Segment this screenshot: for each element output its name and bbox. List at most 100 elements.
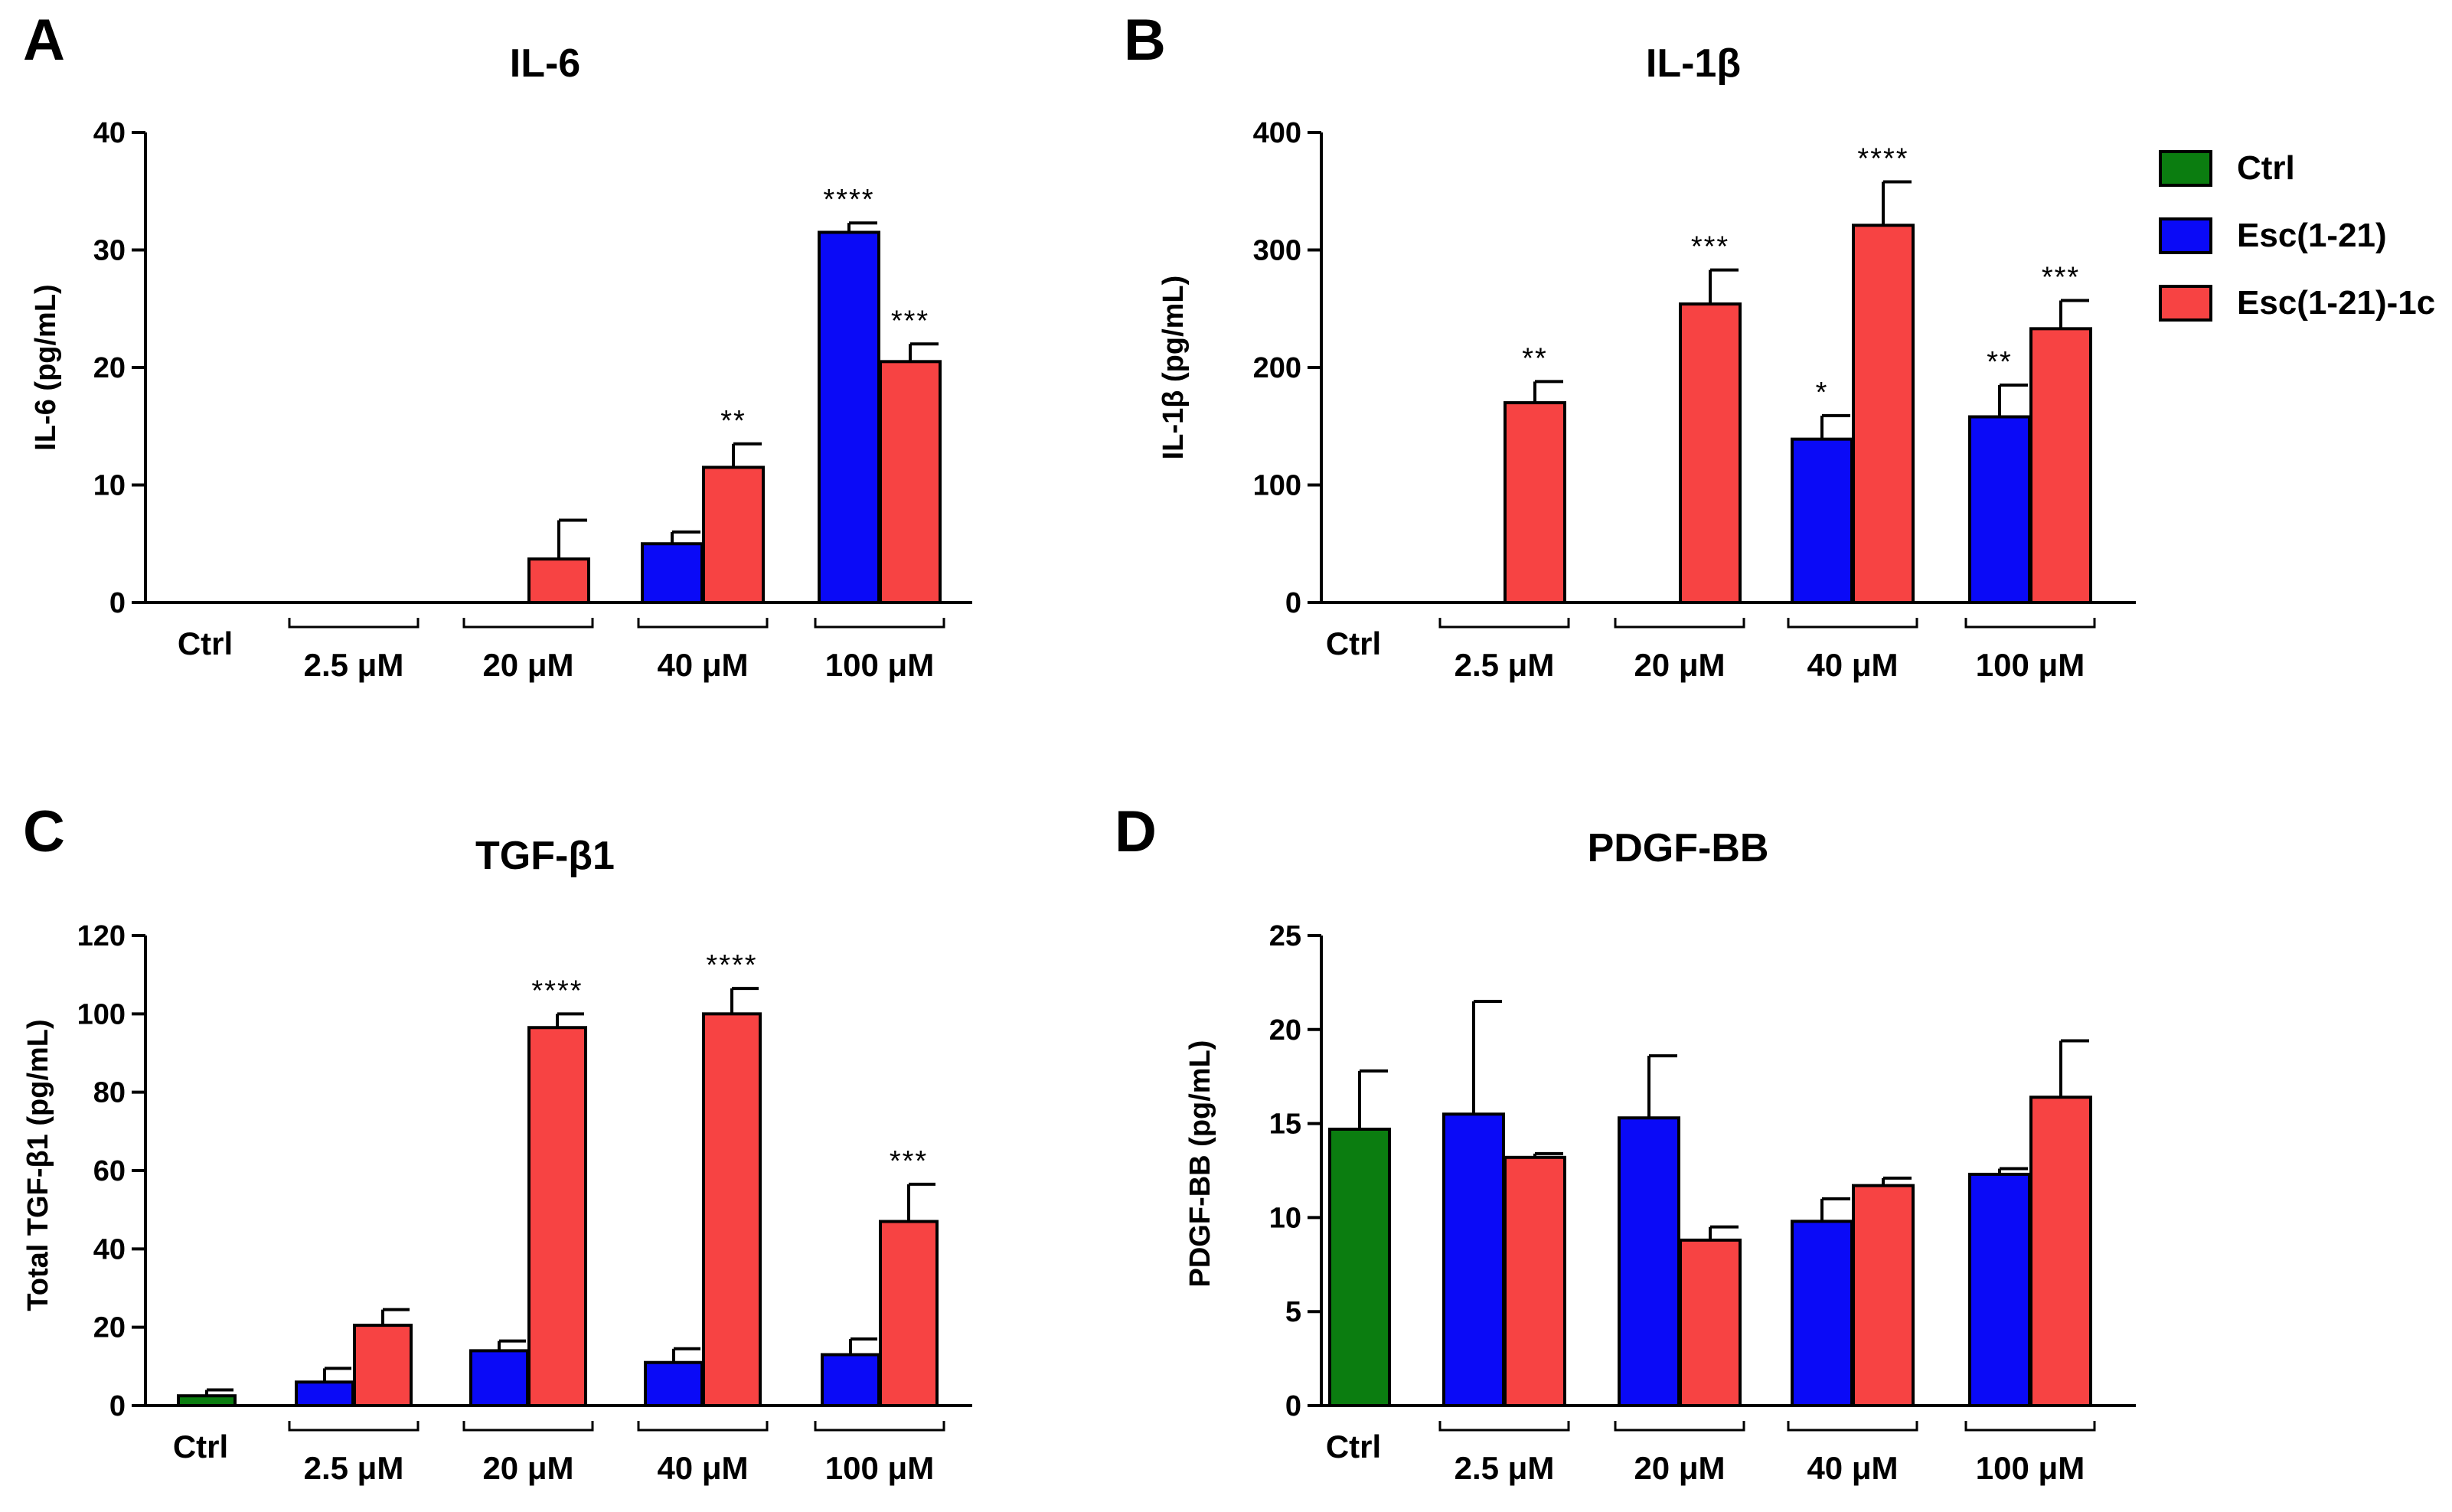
category-label: Ctrl — [1326, 1429, 1381, 1465]
significance-label: ** — [720, 405, 746, 437]
chart-panel-c: C TGF-β1 Total TGF-β1 (pg/mL) 0 20 40 60 80 100 1… — [22, 799, 972, 1486]
category-bracket — [288, 618, 420, 629]
category-bracket — [1438, 618, 1570, 629]
significance-label: *** — [2042, 262, 2080, 294]
category-label: 2.5 μM — [1455, 647, 1555, 683]
panel-letter: B — [1124, 8, 1166, 73]
category-bracket — [1964, 618, 2096, 629]
y-tick-label: 10 — [93, 470, 126, 502]
y-tick-label: 5 — [1285, 1296, 1301, 1328]
category-bracket — [814, 1421, 945, 1432]
panel-letter: A — [23, 8, 65, 73]
y-axis-label: IL-6 (pg/mL) — [30, 284, 62, 450]
category-bracket — [637, 1421, 769, 1432]
chart-title: IL-6 — [510, 41, 580, 86]
y-tick-label: 0 — [1285, 587, 1301, 619]
category-bracket — [1787, 1421, 1918, 1432]
significance-label: *** — [891, 305, 929, 337]
y-tick-label: 20 — [93, 1312, 126, 1344]
y-tick-label: 25 — [1269, 920, 1301, 952]
bar-esc1c — [1679, 302, 1742, 604]
category-bracket — [1964, 1421, 2096, 1432]
bar-esc1c — [353, 1324, 413, 1407]
significance-label: **** — [1857, 142, 1908, 175]
category-label: 40 μM — [657, 647, 748, 683]
y-tick-label: 40 — [93, 117, 126, 149]
category-label: Ctrl — [1326, 625, 1381, 661]
category-bracket — [462, 618, 594, 629]
category-bracket — [1438, 1421, 1570, 1432]
y-tick-label: 200 — [1253, 352, 1301, 384]
category-label: 40 μM — [1807, 1450, 1898, 1486]
category-bracket — [637, 618, 769, 629]
y-axis-label: Total TGF-β1 (pg/mL) — [22, 1019, 54, 1311]
y-tick-label: 10 — [1269, 1202, 1301, 1234]
y-tick-label: 0 — [109, 1390, 126, 1422]
y-axis-label: PDGF-BB (pg/mL) — [1184, 1040, 1216, 1288]
bar-esc1c — [702, 1012, 762, 1408]
category-label: 2.5 μM — [304, 647, 404, 683]
bar-esc1c — [1504, 1155, 1566, 1407]
bar-ctrl — [1328, 1127, 1391, 1408]
y-tick-label: 120 — [77, 920, 126, 952]
category-label: 40 μM — [1807, 647, 1898, 683]
significance-label: **** — [823, 184, 874, 216]
y-tick-label: 40 — [93, 1233, 126, 1265]
bar-esc — [818, 230, 880, 604]
bar-esc1c — [1852, 1184, 1915, 1407]
bar-esc — [1968, 1172, 2031, 1407]
category-label: 20 μM — [1634, 647, 1725, 683]
bar-esc1c — [2029, 1096, 2092, 1407]
y-tick-label: 20 — [1269, 1014, 1301, 1047]
legend-swatch-esc1c — [2159, 285, 2212, 322]
chart-panel-d: D PDGF-BB PDGF-BB (pg/mL) 0 5 10 15 20 25 Ctrl 2.5… — [1115, 799, 2136, 1486]
category-label: 20 μM — [1634, 1450, 1725, 1486]
legend-label-esc1c: Esc(1-21)-1c — [2237, 284, 2435, 322]
category-bracket — [1787, 618, 1918, 629]
category-label: 100 μM — [825, 1450, 934, 1486]
y-tick-label: 15 — [1269, 1109, 1301, 1141]
bar-esc — [1791, 437, 1853, 605]
bar-ctrl — [177, 1394, 237, 1408]
y-tick-label: 30 — [93, 235, 126, 267]
bar-esc — [641, 542, 704, 604]
legend-swatch-ctrl — [2159, 150, 2212, 187]
bar-esc1c — [527, 1026, 587, 1408]
chart-panel-b: B IL-1β IL-1β (pg/mL) 0 100 200 300 400 Ctrl ** 2.… — [1124, 8, 2136, 683]
significance-label: **** — [706, 949, 757, 981]
category-label: 100 μM — [1976, 647, 2085, 683]
bar-esc1c — [879, 1220, 939, 1408]
bar-esc — [821, 1353, 880, 1407]
panel-letter: D — [1115, 799, 1157, 864]
category-label: 40 μM — [657, 1450, 748, 1486]
chart-title: TGF-β1 — [475, 834, 615, 878]
bar-esc1c — [1679, 1238, 1742, 1407]
significance-label: **** — [531, 975, 583, 1007]
category-label: Ctrl — [178, 625, 233, 661]
y-axis-label: IL-1β (pg/mL) — [1157, 276, 1190, 460]
y-tick-label: 400 — [1253, 117, 1301, 149]
category-label: 20 μM — [482, 647, 573, 683]
chart-title: PDGF-BB — [1588, 826, 1769, 870]
bar-esc1c — [702, 465, 765, 604]
y-tick-label: 20 — [93, 352, 126, 384]
chart-title: IL-1β — [1646, 41, 1741, 86]
category-bracket — [1614, 1421, 1745, 1432]
y-tick-label: 0 — [109, 587, 126, 619]
y-tick-label: 100 — [77, 998, 126, 1030]
bar-esc — [469, 1349, 529, 1408]
significance-label: * — [1816, 377, 1829, 409]
significance-label: ** — [1522, 342, 1548, 374]
significance-label: *** — [890, 1145, 928, 1177]
category-label: Ctrl — [173, 1429, 228, 1465]
bar-esc — [295, 1380, 354, 1408]
y-tick-label: 300 — [1253, 235, 1301, 267]
category-label: 100 μM — [1976, 1450, 2085, 1486]
panel-letter: C — [23, 799, 65, 864]
bar-esc1c — [879, 360, 942, 604]
legend-label-ctrl: Ctrl — [2237, 149, 2295, 187]
bar-esc1c — [2029, 327, 2092, 604]
bar-esc — [1968, 415, 2031, 604]
